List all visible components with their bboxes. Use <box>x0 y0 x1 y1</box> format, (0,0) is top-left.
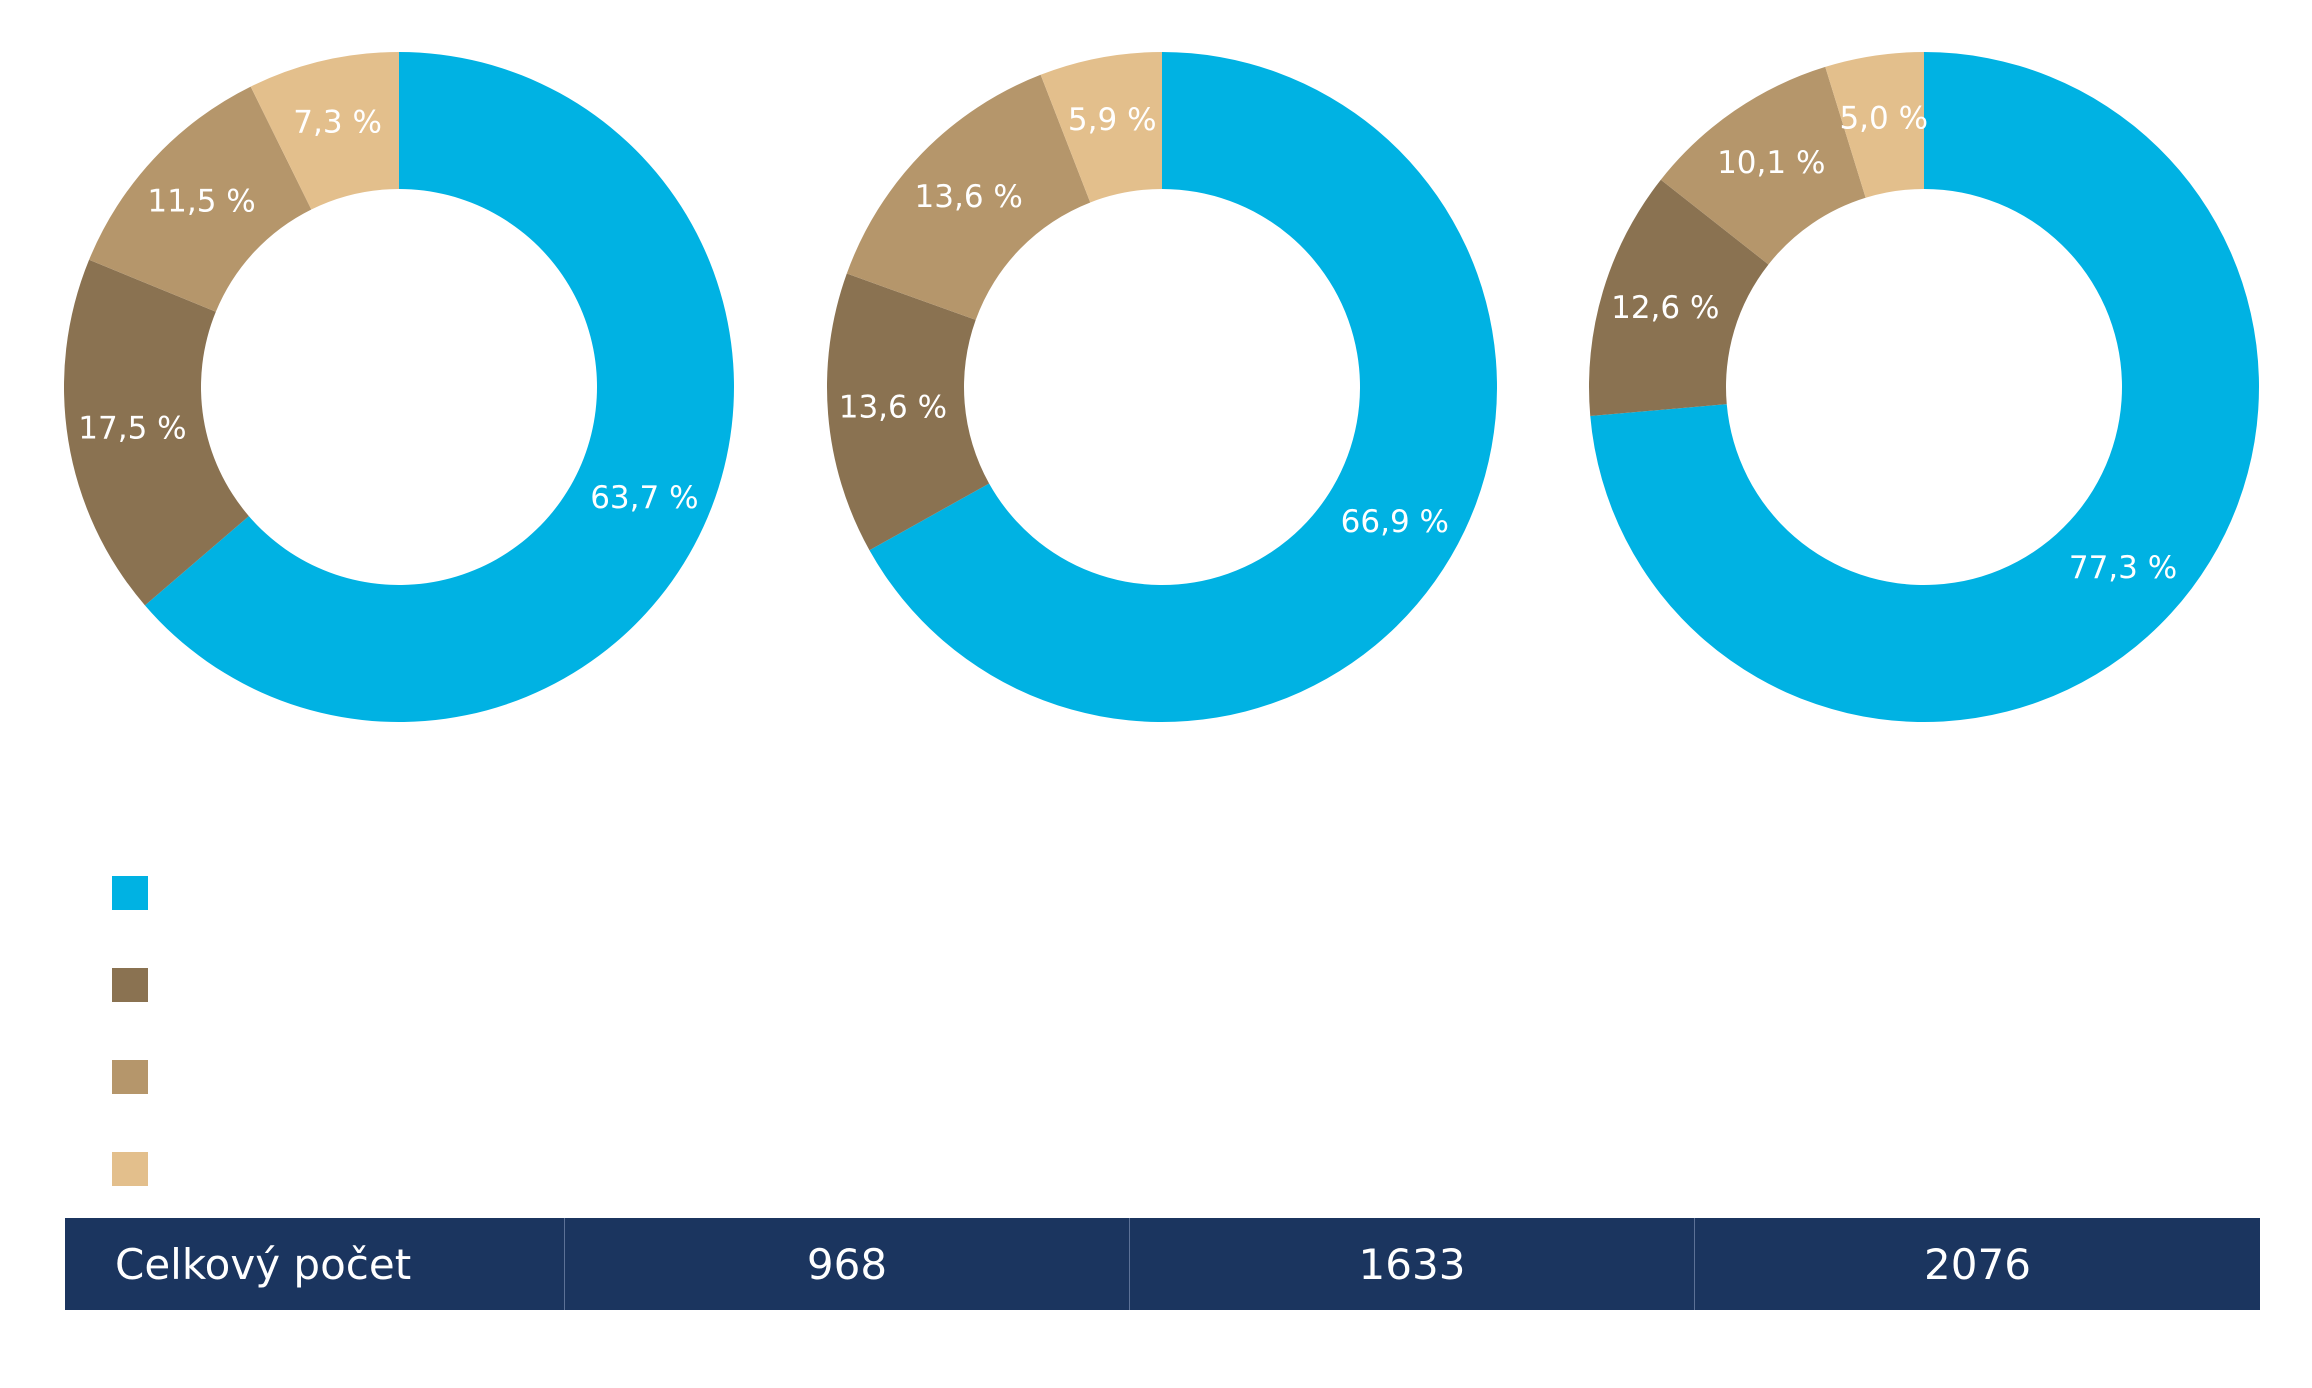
legend-swatch <box>112 968 148 1002</box>
legend-item <box>112 876 168 910</box>
totals-value: 968 <box>565 1218 1130 1310</box>
donut-slice <box>64 259 249 606</box>
donut-slice <box>144 52 734 722</box>
totals-label: Celkový počet <box>65 1218 565 1310</box>
totals-row: Celkový počet 968 1633 2076 <box>65 1218 2260 1310</box>
donut-slice <box>1825 52 1924 198</box>
donut-slice <box>89 86 312 312</box>
donut-chart: 63,7 % 17,5 % 11,5 % 7,3 % <box>64 51 734 722</box>
slice-data-label: 77,3 % <box>2069 550 2177 586</box>
slice-data-label: 17,5 % <box>78 411 186 447</box>
slice-data-label: 10,1 % <box>1717 145 1825 181</box>
slice-data-label: 5,9 % <box>1068 102 1157 138</box>
donut-chart: 77,3 % 12,6 % 10,1 % 5,0 % <box>1589 52 2259 722</box>
slice-data-label: 13,6 % <box>839 390 947 426</box>
legend-swatch <box>112 1152 148 1186</box>
donut-slice <box>1590 52 2259 722</box>
slice-data-label: 66,9 % <box>1341 504 1449 540</box>
legend-item <box>112 1060 168 1094</box>
slice-data-label: 5,0 % <box>1839 101 1928 137</box>
legend-item <box>112 1152 168 1186</box>
donut-slice <box>846 74 1091 320</box>
donut-slice <box>827 273 990 551</box>
slice-data-label: 12,6 % <box>1611 290 1719 326</box>
legend-swatch <box>112 1060 148 1094</box>
slice-data-label: 13,6 % <box>915 179 1023 215</box>
legend-item <box>112 968 168 1002</box>
donut-slice <box>869 52 1497 722</box>
totals-value: 1633 <box>1130 1218 1695 1310</box>
legend <box>112 876 168 1244</box>
slice-data-label: 7,3 % <box>293 105 382 141</box>
donut-slice <box>1589 179 1769 417</box>
legend-swatch <box>112 876 148 910</box>
totals-value: 2076 <box>1924 1239 2031 1289</box>
donut-slice <box>250 51 399 210</box>
donut-slice <box>1660 66 1866 265</box>
slice-data-label: 11,5 % <box>147 183 255 219</box>
donut-slice <box>1040 52 1162 203</box>
slice-data-label: 63,7 % <box>590 480 698 516</box>
donut-chart: 66,9 % 13,6 % 13,6 % 5,9 % <box>827 52 1497 722</box>
